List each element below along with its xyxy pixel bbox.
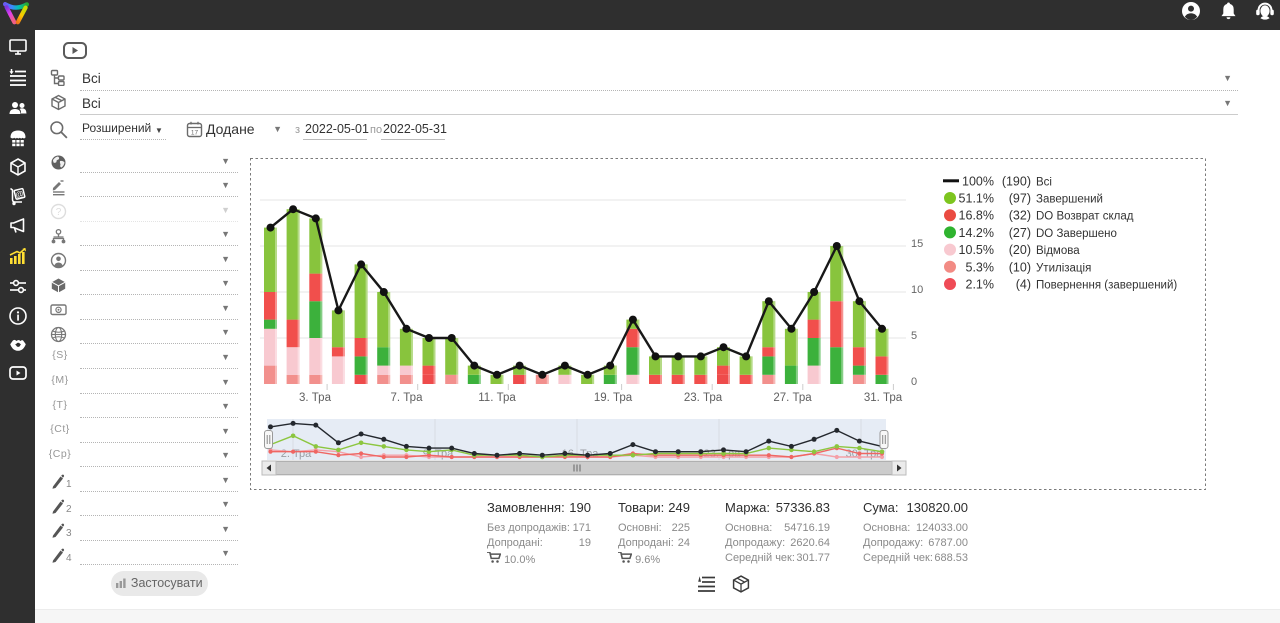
svg-text:19. Тра: 19. Тра — [594, 392, 633, 404]
svg-text:5.3%: 5.3% — [966, 260, 995, 274]
svg-text:Завершений: Завершений — [1036, 194, 1103, 206]
svg-text:@: @ — [15, 189, 25, 200]
svg-text:15: 15 — [911, 238, 923, 250]
svg-text:Всі: Всі — [1036, 176, 1052, 188]
svg-text:(190): (190) — [1002, 174, 1031, 188]
svg-text:17: 17 — [191, 130, 199, 137]
svg-text:Відмова: Відмова — [1036, 245, 1080, 257]
svg-text:10.5%: 10.5% — [959, 243, 994, 257]
svg-text:31. Тра: 31. Тра — [864, 392, 903, 404]
svg-text:100%: 100% — [962, 174, 994, 188]
svg-text:3. Тра: 3. Тра — [299, 392, 332, 404]
svg-text:0: 0 — [911, 376, 917, 388]
svg-text:5: 5 — [911, 330, 917, 342]
svg-text:2. Тра: 2. Тра — [281, 448, 312, 460]
svg-text:(97): (97) — [1009, 192, 1031, 206]
svg-text:27. Тра: 27. Тра — [773, 392, 812, 404]
svg-text:51.1%: 51.1% — [959, 192, 994, 206]
svg-text:?: ? — [56, 207, 62, 218]
svg-text:14.2%: 14.2% — [959, 226, 994, 240]
svg-text:DO Возврат склад: DO Возврат склад — [1036, 211, 1134, 223]
svg-text:Утилізація: Утилізація — [1036, 262, 1091, 274]
svg-text:Повернення (завершений): Повернення (завершений) — [1036, 280, 1177, 292]
svg-text:10: 10 — [911, 284, 923, 296]
svg-text:(20): (20) — [1009, 243, 1031, 257]
svg-text:(27): (27) — [1009, 226, 1031, 240]
svg-text:(32): (32) — [1009, 209, 1031, 223]
svg-text:7. Тра: 7. Тра — [391, 392, 424, 404]
svg-text:(10): (10) — [1009, 260, 1031, 274]
svg-text:2.1%: 2.1% — [966, 278, 995, 292]
svg-text:DO Завершено: DO Завершено — [1036, 228, 1117, 240]
svg-text:11. Тра: 11. Тра — [478, 392, 516, 404]
svg-text:16.8%: 16.8% — [959, 209, 994, 223]
svg-text:23. Тра: 23. Тра — [684, 392, 723, 404]
svg-text:(4): (4) — [1016, 278, 1031, 292]
